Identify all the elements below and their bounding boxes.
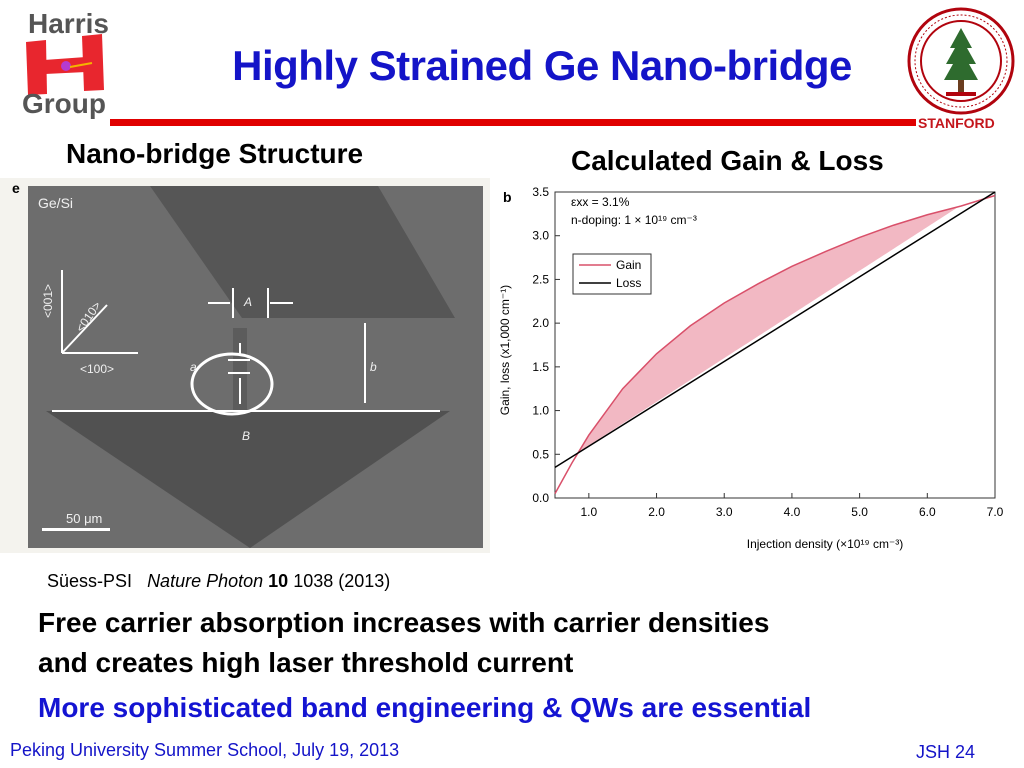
chart-legend: Gain Loss — [572, 253, 652, 295]
y-tick-label: 2.0 — [532, 316, 549, 330]
bullet-line-1: Free carrier absorption increases with c… — [38, 607, 770, 638]
dimension-label-a-upper: A — [243, 295, 252, 309]
dimension-label-b-lower: b — [370, 360, 377, 374]
scale-bar-label: 50 μm — [66, 511, 102, 526]
chart-plot-frame — [554, 191, 996, 499]
gain-loss-chart: b 1.0 2.0 3.0 4.0 5.0 6.0 7.0 0.0 0.5 1.0 1.5 2.0 2.… — [498, 185, 1004, 551]
sem-panel-letter: e — [12, 180, 20, 196]
dimension-label-b-upper: B — [242, 429, 250, 443]
x-tick-label: 6.0 — [919, 505, 936, 519]
sem-material-label: Ge/Si — [38, 195, 73, 211]
bullet-line-2: and creates high laser threshold current — [38, 647, 574, 678]
chart-y-axis-label: Gain, loss (x1,000 cm⁻¹) — [498, 285, 512, 415]
slide-title-text: Highly Strained Ge Nano-bridge — [232, 42, 852, 89]
chart-tick-labels: 1.0 2.0 3.0 4.0 5.0 6.0 7.0 0.0 0.5 1.0 1.5 2.0 2.5 3… — [532, 185, 1003, 519]
gain-line — [554, 194, 996, 494]
x-tick-label: 3.0 — [716, 505, 733, 519]
axis-100-label: <100> — [80, 362, 114, 376]
loss-line — [554, 191, 996, 469]
gain-above-loss-fill — [578, 206, 958, 453]
citation: Süess-PSI Nature Photon 10 1038 (2013) — [47, 571, 390, 592]
gain-loss-shaded-region — [578, 206, 958, 453]
y-tick-label: 1.5 — [532, 360, 549, 374]
x-tick-label: 4.0 — [784, 505, 801, 519]
x-tick-label: 2.0 — [648, 505, 665, 519]
y-tick-label: 2.5 — [532, 272, 549, 286]
y-tick-label: 3.0 — [532, 229, 549, 243]
chart-annotation-strain: εxx = 3.1% — [571, 195, 630, 209]
heading-nano-bridge-structure: Nano-bridge Structure — [66, 138, 364, 169]
logo-word-group: Group — [22, 88, 106, 119]
footer-slide-number: JSH 24 — [916, 742, 976, 762]
chart-panel-letter: b — [503, 189, 512, 205]
logo-graphic — [26, 34, 104, 95]
chart-annotation-doping: n-doping: 1 × 10¹⁹ cm⁻³ — [571, 213, 697, 227]
y-tick-label: 1.0 — [532, 404, 549, 418]
x-tick-label: 1.0 — [581, 505, 598, 519]
footer-event: Peking University Summer School, July 19… — [10, 740, 400, 760]
y-tick-label: 0.0 — [532, 491, 549, 505]
seal-graphic — [907, 7, 1015, 115]
citation-author: Süess-PSI — [47, 571, 133, 591]
sem-image: e Ge/Si <001> <010> <100> A a b B 50 μm — [12, 180, 483, 548]
x-tick-label: 7.0 — [987, 505, 1004, 519]
harris-group-logo: Harris Group — [22, 10, 122, 120]
x-tick-label: 5.0 — [851, 505, 868, 519]
title-divider — [110, 119, 916, 126]
legend-label-gain: Gain — [616, 258, 641, 272]
stanford-label: STANFORD — [918, 115, 995, 131]
y-tick-label: 3.5 — [532, 185, 549, 199]
citation-pages-year: 1038 (2013) — [293, 571, 391, 591]
chart-x-axis-label: Injection density (×10¹⁹ cm⁻³) — [747, 537, 904, 551]
stanford-seal — [906, 6, 1016, 116]
chart-axes — [554, 191, 996, 499]
y-tick-label: 0.5 — [532, 447, 549, 461]
legend-label-loss: Loss — [616, 276, 641, 290]
sem-image-panel: e Ge/Si <001> <010> <100> A a b B 50 μm — [0, 178, 490, 553]
bullet-free-carrier: Free carrier absorption increases with c… — [38, 603, 998, 683]
axis-001-label: <001> — [41, 284, 55, 318]
slide-title: Highly Strained Ge Nano-bridge — [0, 42, 1024, 90]
citation-volume: 10 — [268, 571, 289, 591]
legend-box — [572, 253, 652, 295]
citation-journal: Nature Photon — [147, 571, 264, 591]
logo-word-harris: Harris — [28, 8, 109, 39]
bullet-band-engineering: More sophisticated band engineering & QW… — [38, 692, 812, 723]
chart-series-lines — [554, 191, 996, 494]
dimension-label-a-lower: a — [190, 360, 197, 374]
heading-calculated-gain-loss: Calculated Gain & Loss — [571, 145, 884, 176]
